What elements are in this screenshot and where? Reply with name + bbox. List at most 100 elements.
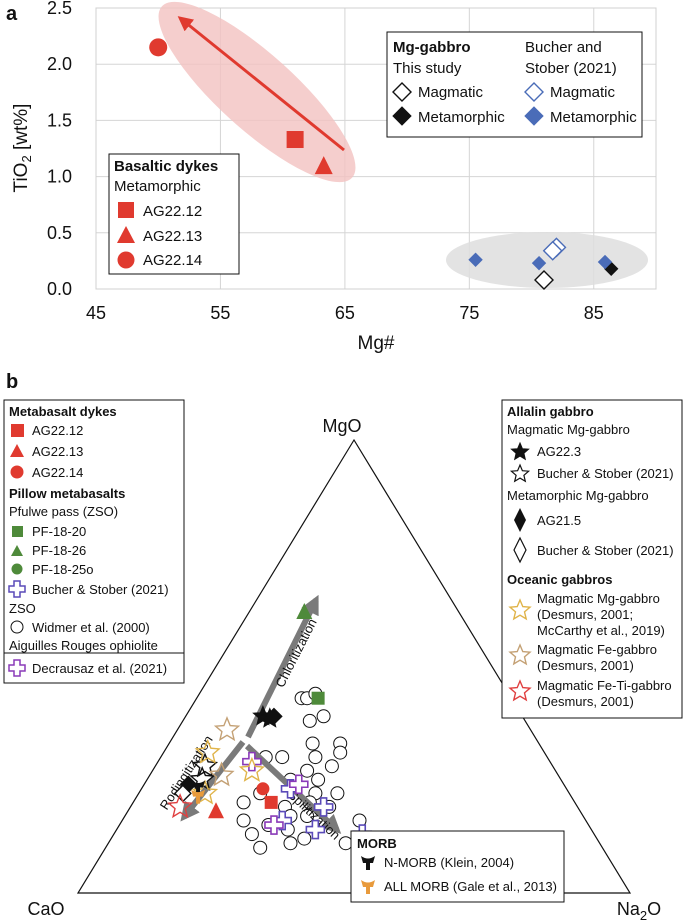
legend-ag2214-marker <box>117 251 135 269</box>
x-tick-label: 65 <box>335 303 355 323</box>
panel-a-points <box>149 38 619 290</box>
legend-b-ag2214-marker <box>10 465 24 479</box>
y-tick-label: 1.5 <box>47 110 72 130</box>
widmer-reference-points <box>236 686 367 855</box>
panel-a-plot-frame <box>95 7 657 290</box>
ternary-point-decrausaz-et-al-2021- <box>289 774 309 795</box>
legend-bucher-metamorphic-label: Metamorphic <box>550 109 637 126</box>
widmer-point <box>324 759 339 774</box>
data-point-ag22-14 <box>149 38 168 57</box>
legend-morb-title: MORB <box>357 836 397 851</box>
chloritization-label: Chloritization <box>272 616 319 690</box>
mg-gabbro-envelope <box>446 232 648 288</box>
widmer-point <box>330 786 345 801</box>
legend-bucher-magmatic-marker <box>524 82 544 102</box>
legend-ag215-label: AG21.5 <box>537 513 581 528</box>
legend-b-ag2213-marker <box>10 444 24 457</box>
legend-mfeti-marker <box>508 679 532 702</box>
widmer-point <box>275 750 290 765</box>
legend-mmg-label-2: (Desmurs, 2001; <box>537 607 633 622</box>
legend-mfe-marker <box>508 643 532 666</box>
x-tick-label: 55 <box>210 303 230 323</box>
widmer-point <box>311 772 326 787</box>
legend-ag2212-label: AG22.12 <box>143 203 202 220</box>
data-point-ag22-13 <box>314 156 333 175</box>
panel-a-y-axis-label: TiO2 [wt%] <box>11 104 34 193</box>
ternary-point-ag22-14 <box>256 782 270 796</box>
widmer-point <box>236 813 251 828</box>
y-tick-label: 0.5 <box>47 223 72 243</box>
legend-bucher-diamond-marker <box>513 536 527 564</box>
mg-gabbro-legend: Mg-gabbro This study Bucher and Stober (… <box>386 31 643 138</box>
legend-basaltic-subtitle: Metamorphic <box>114 178 201 195</box>
legend-magmatic-mg-head: Magmatic Mg-gabbro <box>507 422 630 437</box>
legend-ag2213-label: AG22.13 <box>143 228 202 245</box>
ternary-point-magmatic-mg-gabbro <box>194 738 221 764</box>
legend-ag2212-marker <box>118 202 134 218</box>
widmer-point <box>253 840 268 855</box>
legend-bucher-star-marker <box>509 463 531 483</box>
legend-bucher-metamorphic-marker <box>524 106 544 126</box>
widmer-point <box>308 750 323 765</box>
legend-mg-right-head-2: Stober (2021) <box>525 60 617 77</box>
ternary-point-ag21-5 <box>265 707 283 726</box>
data-point-bucher-and-stober-2021-metamorphic <box>468 252 483 267</box>
legend-mg-title: Mg-gabbro <box>393 39 470 56</box>
widmer-point <box>305 736 320 751</box>
widmer-point <box>300 809 315 823</box>
legend-mfe-label-2: (Desmurs, 2001) <box>537 658 634 673</box>
x-tick-label: 75 <box>459 303 479 323</box>
ternary-point-magmatic-fe-gabbro <box>213 716 241 742</box>
data-point-ag22-12 <box>286 131 304 149</box>
ternary-point-decrausaz-et-al-2021- <box>264 815 284 835</box>
legend-oceanic-title: Oceanic gabbros <box>507 572 612 587</box>
y-tick-label: 2.5 <box>47 0 72 18</box>
rodingitization-arrow <box>180 740 246 822</box>
legend-ag215-marker <box>514 508 526 532</box>
widmer-point <box>283 836 298 851</box>
legend-pf1826-marker <box>11 545 23 556</box>
legend-pf1820-label: PF-18-20 <box>32 524 86 539</box>
legend-allmorb-marker <box>361 880 375 894</box>
morb-legend: MORB N-MORB (Klein, 2004) ALL MORB (Gale… <box>350 830 565 903</box>
ternary-point-magmatic-mg-gabbro <box>238 756 266 782</box>
legend-ag223-marker <box>510 441 530 461</box>
legend-metabasalt-title: Metabasalt dykes <box>9 404 117 419</box>
legend-pf1820-marker <box>12 526 23 537</box>
legend-mmg-label-3: McCarthy et al., 2019) <box>537 623 665 638</box>
legend-b-ag2212-label: AG22.12 <box>32 423 83 438</box>
vertex-mgo: MgO <box>322 416 361 436</box>
legend-widmer-label: Widmer et al. (2000) <box>32 620 150 635</box>
legend-mg-right-head-1: Bucher and <box>525 39 602 56</box>
ternary-point-ag22-12 <box>264 795 278 809</box>
vertex-na2o: Na2O <box>617 899 661 920</box>
legend-bucher-magmatic-label: Magmatic <box>550 84 616 101</box>
legend-mfeti-label-2: (Desmurs, 2001) <box>537 694 634 709</box>
ternary-point-pf-18-20 <box>311 691 325 705</box>
legend-mfeti-label-1: Magmatic Fe-Ti-gabbro <box>537 678 672 693</box>
legend-mmg-label-1: Magmatic Mg-gabbro <box>537 591 660 606</box>
widmer-point <box>302 713 317 728</box>
legend-allmorb-label: ALL MORB (Gale et al., 2013) <box>384 879 557 894</box>
widmer-point <box>338 836 353 851</box>
ternary-point-magmatic-fe-gabbro <box>208 761 235 787</box>
legend-bucher-diamond-label: Bucher & Stober (2021) <box>537 543 674 558</box>
ternary-point-all-morb <box>191 789 206 804</box>
widmer-point <box>316 709 331 724</box>
ternary-point-bucher-stober-2021-pillow <box>313 797 334 817</box>
legend-allalin-title: Allalin gabbro <box>507 404 594 419</box>
legend-b-ag2214-label: AG22.14 <box>32 465 83 480</box>
legend-bucher-star-label: Bucher & Stober (2021) <box>537 466 674 481</box>
legend-nmorb-label: N-MORB (Klein, 2004) <box>384 855 514 870</box>
y-tick-label: 0.0 <box>47 279 72 299</box>
ternary-point-pf-18-26 <box>296 602 313 619</box>
widmer-point <box>333 745 348 760</box>
legend-ag2213-marker <box>117 226 135 243</box>
legend-metamorphic-mg-head: Metamorphic Mg-gabbro <box>507 488 649 503</box>
data-point-bucher-and-stober-2021-metamorphic <box>597 254 613 270</box>
legend-basaltic-title: Basaltic dykes <box>114 158 218 175</box>
panel-a-tick-labels: 45 55 65 75 85 0.0 0.5 1.0 1.5 2.0 2.5 <box>47 0 604 323</box>
legend-mfe-label-1: Magmatic Fe-gabbro <box>537 642 657 657</box>
legend-bucher-cross-label: Bucher & Stober (2021) <box>32 582 169 597</box>
widmer-point <box>300 763 315 778</box>
